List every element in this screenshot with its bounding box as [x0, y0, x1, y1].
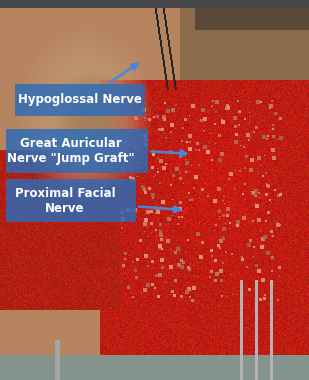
Text: Proximal Facial
Nerve: Proximal Facial Nerve: [15, 187, 115, 215]
Text: Great Auricular
Nerve "Jump Graft": Great Auricular Nerve "Jump Graft": [7, 137, 135, 165]
Bar: [6, 129, 148, 173]
Bar: [15, 84, 145, 116]
Bar: [6, 179, 136, 222]
Text: Hypoglossal Nerve: Hypoglossal Nerve: [19, 93, 142, 106]
